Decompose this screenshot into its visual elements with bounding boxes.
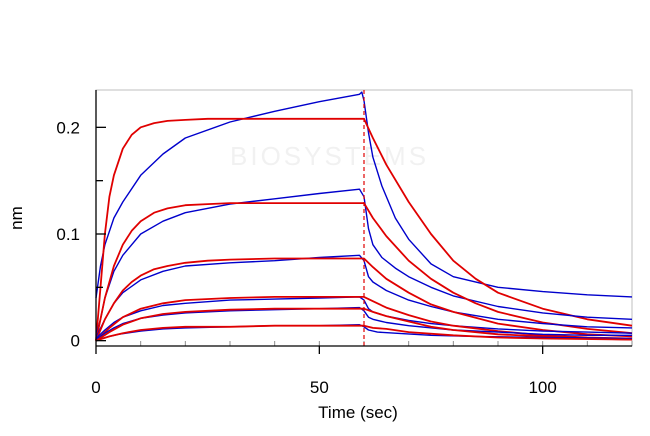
measured-curve-0 [95,91,633,299]
fit-curve-11 [95,324,633,342]
y-tick-label: 0 [71,332,80,351]
measured-curve-2 [95,188,633,336]
x-tick-label: 0 [91,378,100,397]
x-tick-label: 100 [528,378,556,397]
y-tick-label: 0.2 [56,118,80,137]
y-tick-label: 0.1 [56,225,80,244]
fit-curve-5 [95,257,633,342]
y-axis-title: nm [7,206,26,230]
watermark-text: BIOSYSTEMS [230,141,429,171]
fit-curve-1 [95,117,633,341]
fit-curve-3 [95,202,633,341]
x-axis-title: Time (sec) [318,403,398,422]
x-tick-label: 50 [310,378,329,397]
measured-curve-6 [95,296,633,340]
